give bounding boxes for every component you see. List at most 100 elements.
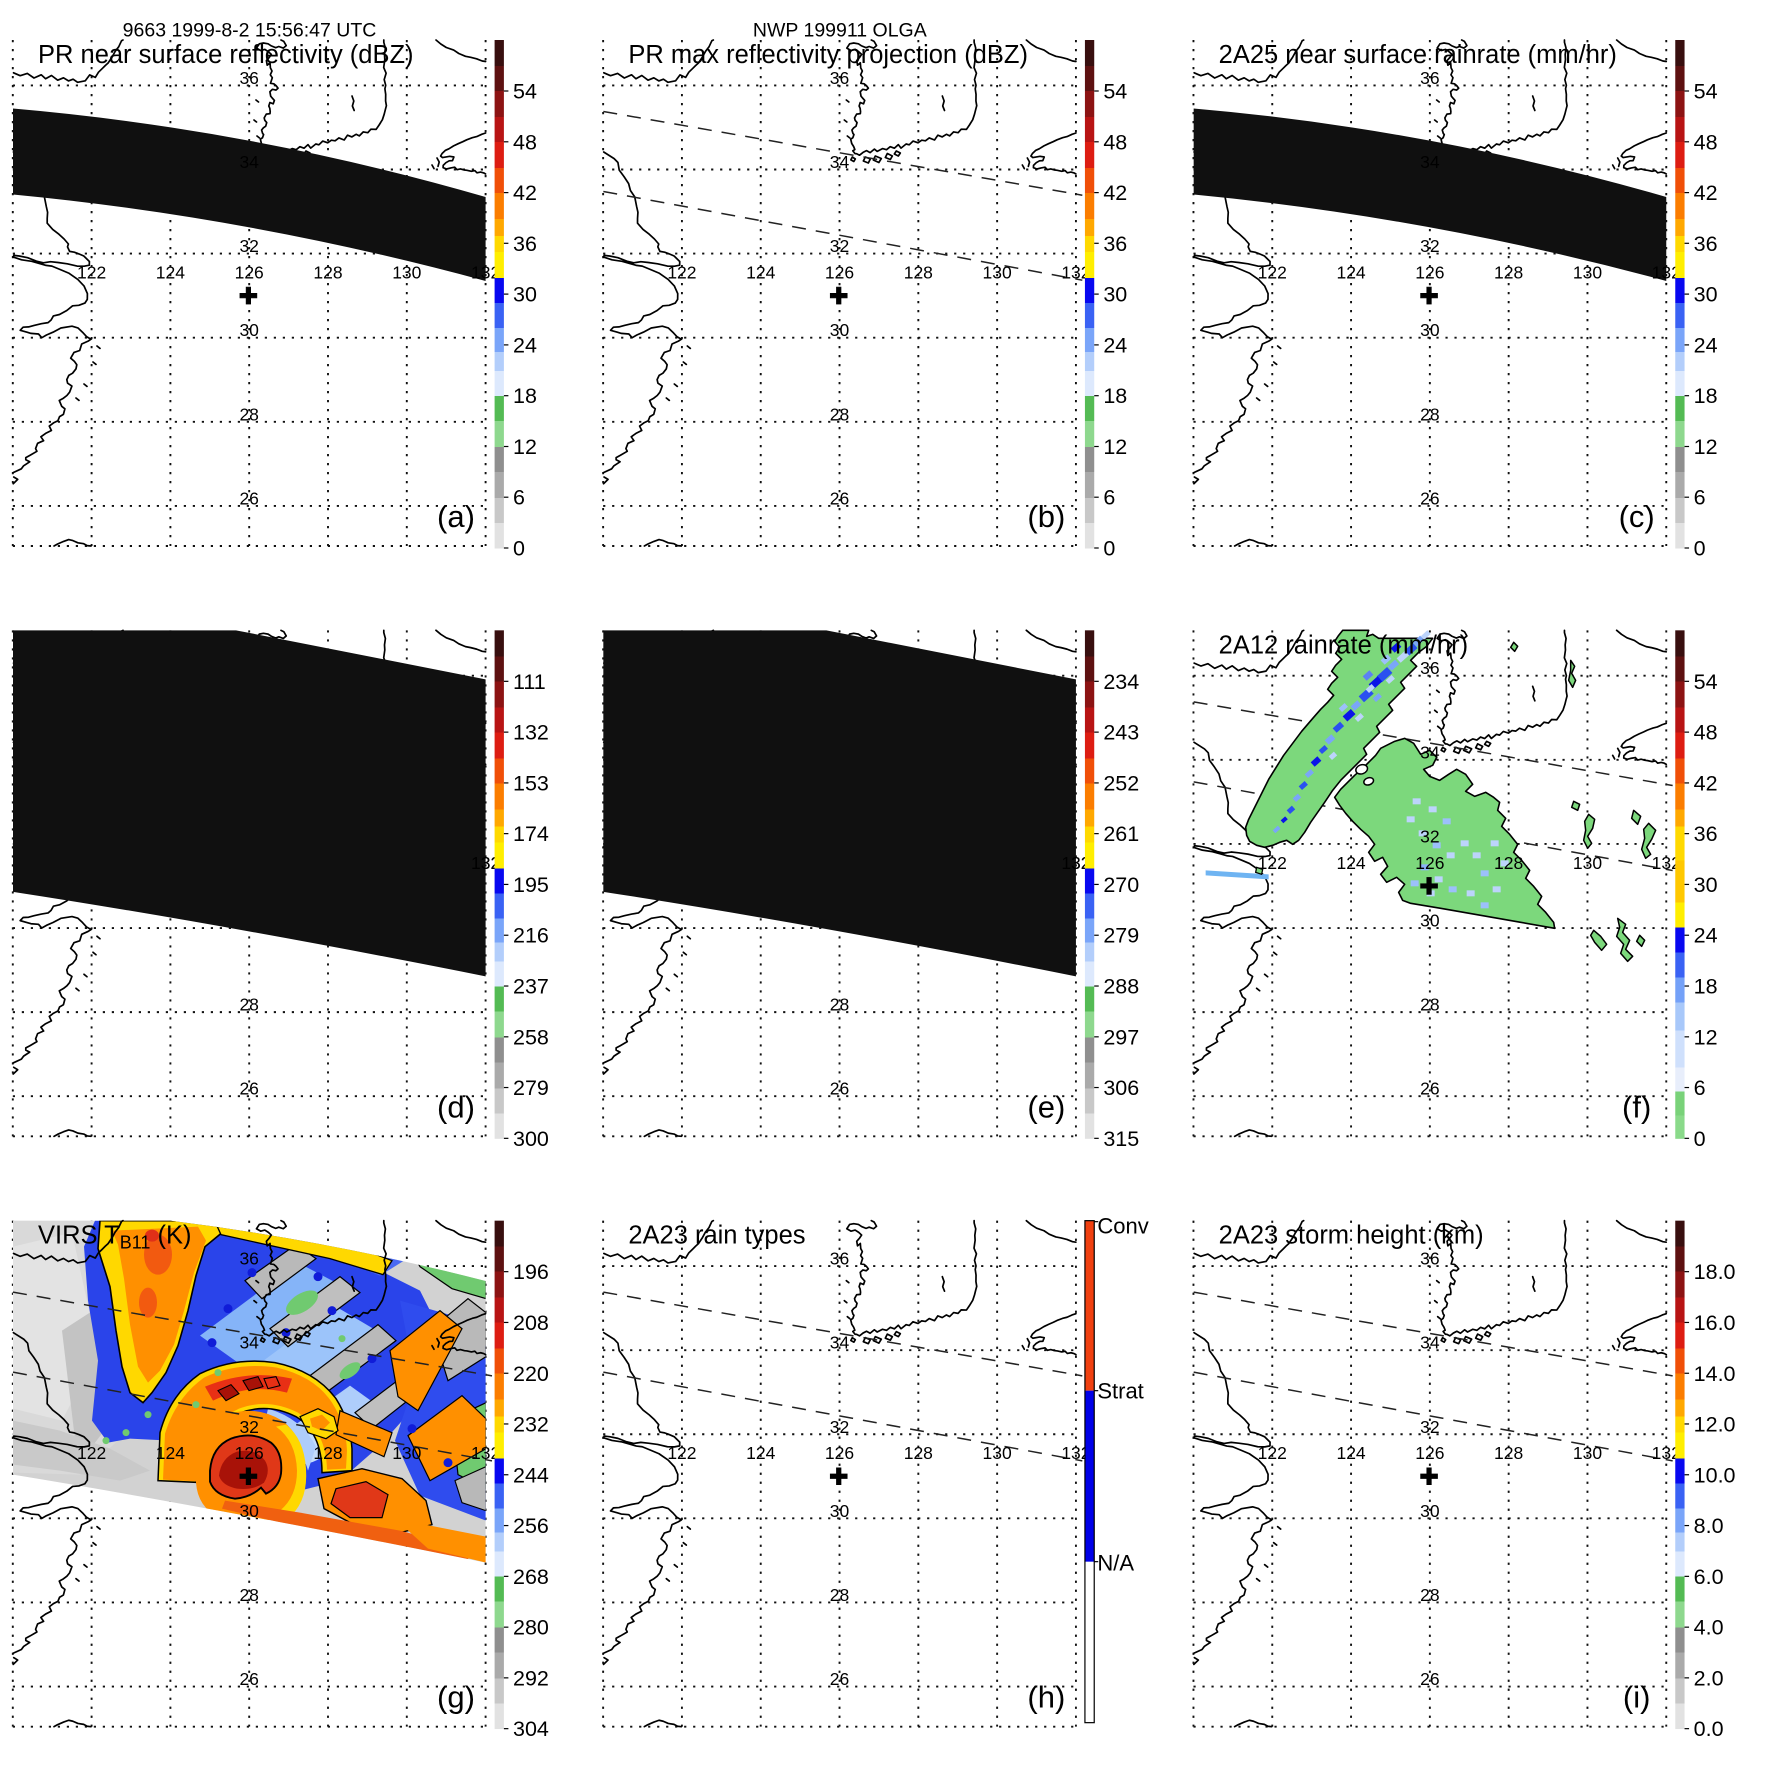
svg-text:54: 54 [1694,80,1718,104]
svg-text:32: 32 [830,236,849,256]
svg-text:54: 54 [513,80,537,104]
svg-text:32: 32 [830,1417,849,1437]
svg-text:24: 24 [1694,924,1718,948]
svg-text:279: 279 [513,1076,549,1100]
svg-text:244: 244 [513,1463,549,1487]
svg-text:12.0: 12.0 [1694,1412,1736,1436]
svg-text:132: 132 [471,853,500,873]
svg-text:126: 126 [1415,263,1444,283]
svg-text:26: 26 [830,1079,849,1099]
svg-text:42: 42 [1103,181,1127,205]
svg-text:196: 196 [513,1260,549,1284]
svg-text:124: 124 [746,1443,775,1463]
svg-text:6: 6 [513,486,525,510]
svg-text:234: 234 [1103,670,1139,694]
svg-text:30: 30 [1694,283,1718,307]
svg-text:12: 12 [1694,1025,1718,1049]
svg-text:32: 32 [239,236,258,256]
svg-text:132: 132 [1061,1443,1090,1463]
svg-text:122: 122 [77,1443,106,1463]
svg-text:34: 34 [1420,152,1440,172]
svg-text:130: 130 [1573,263,1602,283]
svg-text:270: 270 [1103,873,1139,897]
svg-text:36: 36 [513,232,537,256]
svg-text:28: 28 [1420,995,1439,1015]
svg-text:126: 126 [825,1443,854,1463]
svg-text:256: 256 [513,1514,549,1538]
svg-text:6: 6 [1694,486,1706,510]
svg-text:10.0: 10.0 [1694,1463,1736,1487]
svg-text:28: 28 [1420,1585,1439,1605]
svg-text:8.0: 8.0 [1694,1514,1724,1538]
svg-text:18: 18 [513,384,537,408]
svg-text:2A25 near surface rainrate (mm: 2A25 near surface rainrate (mm/hr) [1219,41,1617,69]
svg-text:26: 26 [830,1669,849,1689]
svg-text:12: 12 [1103,435,1127,459]
svg-text:26: 26 [239,1669,258,1689]
svg-text:NWP 199911 OLGA: NWP 199911 OLGA [753,20,927,42]
svg-text:9663 1999-8-2 15:56:47 UTC: 9663 1999-8-2 15:56:47 UTC [123,20,377,42]
svg-text:128: 128 [1494,853,1523,873]
svg-text:0.0: 0.0 [1694,1717,1724,1741]
svg-text:26: 26 [1420,488,1439,508]
svg-text:48: 48 [1694,130,1718,154]
svg-text:30: 30 [1420,320,1440,340]
svg-text:124: 124 [746,263,775,283]
svg-text:VIRS TB11 (K): VIRS TB11 (K) [38,1222,192,1253]
svg-text:28: 28 [830,995,849,1015]
svg-text:122: 122 [1258,263,1287,283]
svg-text:26: 26 [239,488,258,508]
svg-text:0: 0 [1103,537,1115,561]
svg-text:132: 132 [513,721,549,745]
svg-text:306: 306 [1103,1076,1139,1100]
svg-text:130: 130 [983,1443,1012,1463]
svg-text:(e): (e) [1027,1089,1065,1124]
svg-text:126: 126 [235,1443,264,1463]
svg-text:28: 28 [1420,404,1439,424]
svg-text:0: 0 [1694,1127,1706,1151]
svg-text:124: 124 [1336,853,1365,873]
svg-text:0: 0 [1694,537,1706,561]
svg-text:128: 128 [313,263,342,283]
svg-text:30: 30 [513,283,537,307]
svg-text:54: 54 [1694,670,1718,694]
svg-text:42: 42 [513,181,537,205]
svg-text:279: 279 [1103,924,1139,948]
svg-text:36: 36 [830,68,849,88]
svg-text:32: 32 [1420,1417,1439,1437]
svg-text:26: 26 [1420,1079,1439,1099]
svg-text:(g): (g) [437,1680,475,1715]
svg-text:122: 122 [1258,853,1287,873]
svg-text:128: 128 [1494,263,1523,283]
svg-text:(d): (d) [437,1089,475,1124]
svg-text:4.0: 4.0 [1694,1616,1724,1640]
svg-text:130: 130 [1573,1443,1602,1463]
svg-text:(f): (f) [1622,1089,1651,1124]
svg-text:12: 12 [513,435,537,459]
svg-text:122: 122 [667,1443,696,1463]
svg-text:(b): (b) [1027,499,1065,534]
svg-text:32: 32 [1420,826,1439,846]
svg-text:12: 12 [1694,435,1718,459]
svg-text:126: 126 [1415,1443,1444,1463]
svg-text:PR near surface reflectivity (: PR near surface reflectivity (dBZ) [38,41,414,69]
svg-text:126: 126 [825,263,854,283]
svg-text:28: 28 [830,1585,849,1605]
svg-text:132: 132 [1652,263,1681,283]
svg-text:36: 36 [239,1249,258,1269]
svg-text:24: 24 [513,333,537,357]
svg-text:124: 124 [156,1443,185,1463]
svg-text:28: 28 [239,1585,258,1605]
svg-text:130: 130 [1573,853,1602,873]
svg-text:122: 122 [667,263,696,283]
svg-text:48: 48 [1694,721,1718,745]
svg-text:(c): (c) [1619,499,1655,534]
svg-text:30: 30 [239,1501,259,1521]
svg-text:28: 28 [239,995,258,1015]
svg-text:252: 252 [1103,771,1139,795]
svg-text:30: 30 [239,320,259,340]
svg-text:268: 268 [513,1565,549,1589]
svg-text:36: 36 [1420,1249,1439,1269]
svg-text:18.0: 18.0 [1694,1260,1736,1284]
svg-text:18: 18 [1103,384,1127,408]
